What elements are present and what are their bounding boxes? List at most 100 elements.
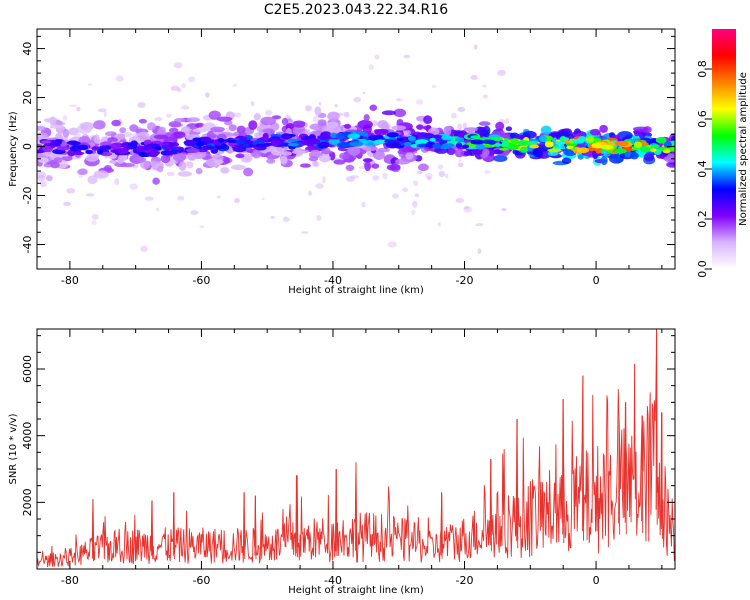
spectrogram-panel: -80 -60 -40 -20 0 40 20 0 -20 -40 Height of stra… <box>8 28 676 296</box>
spectrogram-x-tick-label: -40 <box>324 274 342 287</box>
heatmap-cell <box>129 124 139 132</box>
heatmap-speckle <box>181 105 190 110</box>
heatmap-cell <box>146 143 161 148</box>
heatmap-cell <box>49 124 64 129</box>
heatmap-cell <box>632 126 649 132</box>
heatmap-cell <box>373 150 385 160</box>
heatmap-cell <box>266 158 276 164</box>
heatmap-speckle <box>115 75 124 82</box>
heatmap-speckle <box>304 105 312 112</box>
heatmap-cell <box>337 141 351 149</box>
snr-peak <box>173 492 175 560</box>
heatmap-cell <box>280 155 288 165</box>
snr-peak <box>661 412 663 540</box>
heatmap-cell <box>539 135 547 142</box>
snr-series <box>37 329 675 568</box>
snr-x-tick-label: -40 <box>324 574 342 587</box>
snr-x-label: Height of straight line (km) <box>288 585 424 596</box>
heatmap-cell <box>415 124 424 130</box>
snr-x-ticks: -80 -60 -40 -20 0 <box>36 329 663 587</box>
heatmap-cell <box>217 138 225 143</box>
heatmap-cell <box>312 161 319 167</box>
snr-line <box>37 329 675 568</box>
spectrogram-y-tick-label: -40 <box>21 236 34 254</box>
heatmap-cell <box>317 119 327 126</box>
heatmap-cell <box>481 139 496 145</box>
heatmap-speckle <box>414 193 420 198</box>
heatmap-cell <box>347 146 361 156</box>
snr-peak <box>335 468 338 556</box>
spectrogram-y-tick-label: 20 <box>21 91 34 105</box>
heatmap-cell <box>362 158 373 163</box>
heatmap-cell <box>232 145 247 153</box>
colorbar-tick-label: 0.2 <box>696 210 709 228</box>
heatmap-cell <box>327 111 340 122</box>
heatmap-speckle <box>318 102 322 106</box>
heatmap-cell <box>429 137 436 142</box>
heatmap-speckle <box>473 44 478 50</box>
heatmap-cell <box>363 114 370 122</box>
heatmap-speckle <box>458 159 462 162</box>
heatmap-cell <box>369 104 378 111</box>
heatmap-cell <box>177 171 192 177</box>
heatmap-speckle <box>368 64 374 71</box>
heatmap-speckle <box>62 115 68 121</box>
heatmap-speckle <box>132 162 139 169</box>
heatmap-cell <box>42 145 53 153</box>
heatmap-cell <box>362 145 379 151</box>
heatmap-cell <box>248 143 255 148</box>
heatmap-cell <box>228 124 237 132</box>
heatmap-cell <box>186 161 194 169</box>
heatmap-cell <box>527 140 539 145</box>
heatmap-cell <box>373 139 386 145</box>
heatmap-cell <box>292 120 306 128</box>
heatmap-cell <box>423 133 435 139</box>
heatmap-cell <box>589 128 601 136</box>
heatmap-speckle <box>343 111 350 118</box>
heatmap-cell <box>178 161 187 171</box>
heatmap-speckle <box>177 87 182 93</box>
heatmap-cell <box>327 121 339 129</box>
heatmap-cell <box>248 120 258 130</box>
heatmap-cell <box>53 157 63 164</box>
heatmap-cell <box>78 135 91 145</box>
snr-y-label: SNR (10 * v/v) <box>8 413 19 484</box>
spectrogram-x-tick-label: -60 <box>192 274 210 287</box>
heatmap-cell <box>463 127 479 132</box>
heatmap-cell <box>201 145 215 150</box>
heatmap-cell <box>73 151 85 156</box>
heatmap-cell <box>231 164 246 171</box>
heatmap-speckle <box>103 111 107 118</box>
heatmap-speckle <box>232 83 238 87</box>
heatmap-speckle <box>470 75 478 81</box>
heatmap-cell <box>493 143 502 147</box>
heatmap-speckle <box>501 207 507 212</box>
heatmap-speckle <box>165 113 173 118</box>
heatmap-speckle <box>416 170 423 174</box>
heatmap-cell <box>614 140 629 147</box>
heatmap-speckle <box>87 83 93 87</box>
heatmap-speckle <box>382 172 388 180</box>
heatmap-cell <box>577 154 584 160</box>
heatmap-cell <box>173 152 186 162</box>
heatmap-speckle <box>270 215 275 219</box>
snr-peak <box>641 415 644 534</box>
heatmap-cell <box>87 175 98 185</box>
heatmap-speckle <box>233 198 240 204</box>
heatmap-cell <box>116 133 126 140</box>
heatmap-speckle <box>76 106 81 112</box>
snr-y-tick-label: 2000 <box>21 488 34 516</box>
heatmap-cell <box>107 137 118 143</box>
heatmap-cell <box>56 146 71 151</box>
heatmap-speckle <box>372 120 378 127</box>
heatmap-cell <box>314 106 322 116</box>
heatmap-speckle <box>451 112 457 119</box>
snr-peak <box>254 495 257 560</box>
heatmap-speckle <box>353 96 362 103</box>
snr-peak <box>562 398 565 544</box>
heatmap-cell <box>291 149 306 155</box>
heatmap-speckle <box>166 171 175 177</box>
heatmap-cell <box>499 147 509 151</box>
heatmap-speckle <box>251 100 255 107</box>
heatmap-cell <box>455 142 463 149</box>
